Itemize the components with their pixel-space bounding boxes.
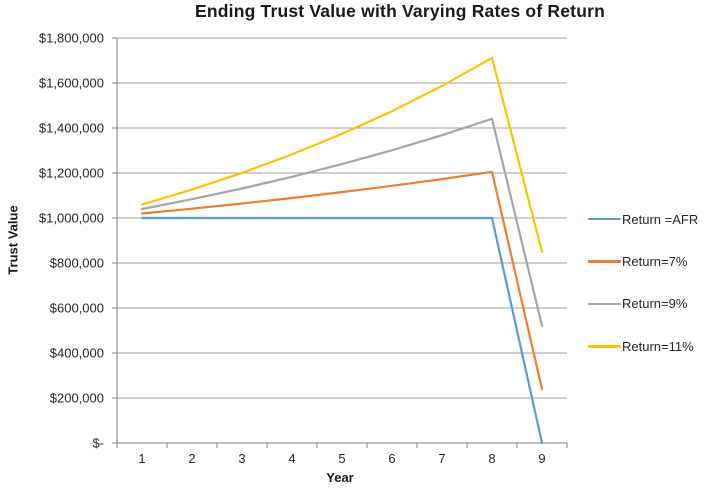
x-tick-label: 9 <box>538 451 545 466</box>
y-tick-label: $1,600,000 <box>39 76 104 91</box>
legend-item-label: Return=11% <box>622 338 694 354</box>
y-tick-label: $1,200,000 <box>39 166 104 181</box>
x-tick-label: 3 <box>238 451 245 466</box>
y-tick-label: $1,800,000 <box>39 31 104 46</box>
x-tick-label: 7 <box>438 451 445 466</box>
x-tick-label: 2 <box>188 451 195 466</box>
y-tick-label: $400,000 <box>50 346 104 361</box>
legend-line-swatch <box>588 302 621 306</box>
legend-line-swatch <box>588 345 621 348</box>
legend-item-return-7: Return=7% <box>588 240 698 282</box>
legend-item-return-11: Return=11% <box>588 325 698 367</box>
series-line-Return=9% <box>140 117 544 327</box>
y-tick-label: $- <box>92 436 104 451</box>
y-tick-label: $200,000 <box>50 391 104 406</box>
chart-title: Ending Trust Value with Varying Rates of… <box>194 1 606 21</box>
series-line-Return =AFR <box>140 216 544 445</box>
series-line-Return=11% <box>140 56 544 253</box>
x-tick-label: 6 <box>388 451 395 466</box>
legend-item-return-9: Return=9% <box>588 283 698 325</box>
legend-item-return-afr: Return =AFR <box>588 198 698 240</box>
legend-item-label: Return=7% <box>622 254 688 270</box>
y-tick-label: $1,000,000 <box>39 211 104 226</box>
legend-line-swatch <box>588 217 621 221</box>
x-tick-label: 8 <box>488 451 495 466</box>
legend-item-label: Return=9% <box>622 296 688 312</box>
y-tick-label: $800,000 <box>50 256 104 271</box>
legend-item-label: Return =AFR <box>622 211 699 227</box>
x-axis-title: Year <box>326 470 354 485</box>
legend: Return =AFR Return=7% Return=9% Return=1… <box>588 198 698 368</box>
y-tick-label: $1,400,000 <box>39 121 104 136</box>
series-line-Return=7% <box>140 170 544 391</box>
x-tick-label: 5 <box>338 451 345 466</box>
y-tick-label: $600,000 <box>50 301 104 316</box>
legend-line-swatch <box>588 260 621 263</box>
x-tick-label: 4 <box>288 451 295 466</box>
x-tick-label: 1 <box>138 451 145 466</box>
